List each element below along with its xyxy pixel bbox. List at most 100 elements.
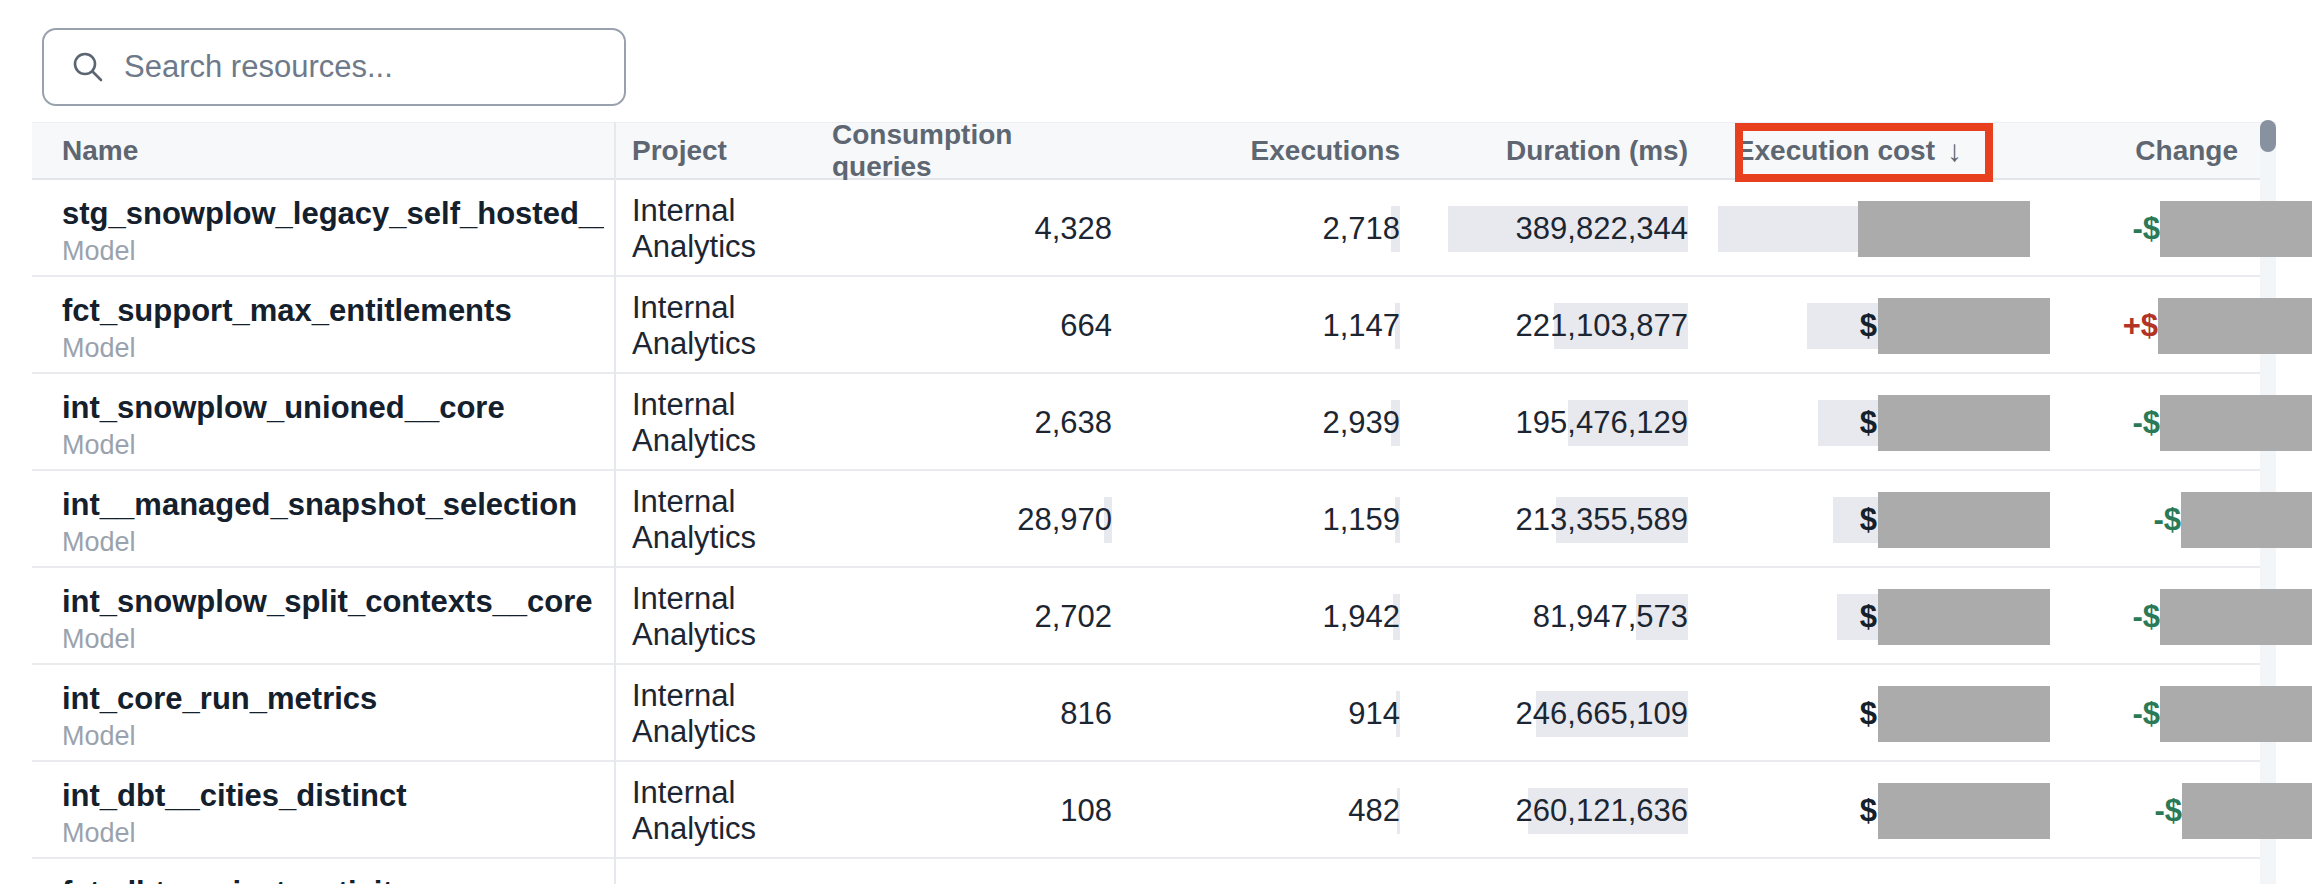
table-row[interactable]: fct_support_max_entitlements Model Inter… [32, 277, 2312, 374]
table-row[interactable]: int__managed_snapshot_selection Model In… [32, 471, 2312, 568]
executions-cell: 1,147 [1120, 277, 1408, 374]
duration-cell: 246,665,109 [1408, 665, 1696, 762]
table-row[interactable]: int_snowplow_split_contexts__core Model … [32, 568, 2312, 665]
execution-cost-cell: $ [1696, 568, 1984, 665]
project-cell: Internal Analytics [614, 471, 832, 568]
duration-cell: 81,947,573 [1408, 568, 1696, 665]
redacted-cost-value [1878, 686, 2050, 742]
execution-cost-cell: $ [1696, 665, 1984, 762]
column-header-name[interactable]: Name [32, 123, 614, 178]
project-cell: Internal Analytics [614, 374, 832, 471]
change-sign: -$ [2132, 599, 2160, 635]
table-header-row: Name Project Consumption queries Executi… [32, 122, 2260, 180]
cost-currency-prefix: $ [1860, 599, 1877, 635]
execution-cost-cell [1696, 859, 1984, 884]
executions-cell: 2,939 [1120, 374, 1408, 471]
search-icon [70, 49, 106, 85]
column-header-execution-cost[interactable]: Execution cost ↓ [1696, 123, 1984, 178]
column-divider [614, 122, 616, 884]
executions-cell: 914 [1120, 665, 1408, 762]
change-sign: +$ [2123, 308, 2158, 344]
cost-currency-prefix: $ [1860, 696, 1877, 732]
resource-name[interactable]: stg_snowplow_legacy_self_hosted__cor... [62, 196, 604, 232]
execution-cost-cell: $ [1696, 277, 1984, 374]
resource-type: Model [62, 333, 604, 363]
resource-name[interactable]: int_snowplow_split_contexts__core [62, 584, 604, 620]
column-header-executions[interactable]: Executions [1120, 123, 1408, 178]
resource-name[interactable]: int__managed_snapshot_selection [62, 487, 604, 523]
execution-cost-cell: $ [1696, 180, 1984, 277]
column-header-consumption[interactable]: Consumption queries [832, 123, 1120, 178]
table-row[interactable]: int_snowplow_unioned__core Model Interna… [32, 374, 2312, 471]
cost-currency-prefix: $ [1860, 502, 1877, 538]
project-cell: Internal Analytics [614, 180, 832, 277]
column-header-project[interactable]: Project [614, 123, 832, 178]
resource-name[interactable]: int_core_run_metrics [62, 681, 604, 717]
redacted-change-value [2160, 201, 2312, 257]
duration-cell: 389,822,344 [1408, 180, 1696, 277]
executions-cell [1120, 859, 1408, 884]
duration-cell: 213,355,589 [1408, 471, 1696, 568]
project-cell: Internal Analytics [614, 762, 832, 859]
resources-table: Name Project Consumption queries Executi… [32, 122, 2312, 884]
search-box[interactable] [42, 28, 626, 106]
resource-name[interactable]: fct_support_max_entitlements [62, 293, 604, 329]
consumption-cell: 816 [832, 665, 1120, 762]
resource-type: Model [62, 721, 604, 751]
executions-cell: 1,942 [1120, 568, 1408, 665]
executions-cell: 2,718 [1120, 180, 1408, 277]
resource-name[interactable]: int_dbt__cities_distinct [62, 778, 604, 814]
table-row[interactable]: fct_dbt_project_activity Model [32, 859, 2312, 884]
redacted-cost-value [1878, 298, 2050, 354]
scrollbar-thumb[interactable] [2260, 120, 2276, 152]
redacted-change-value [2158, 298, 2312, 354]
search-input[interactable] [124, 49, 624, 85]
sort-desc-icon: ↓ [1947, 134, 1962, 168]
resource-type: Model [62, 624, 604, 654]
project-cell: Internal Analytics [614, 277, 832, 374]
table-row[interactable]: stg_snowplow_legacy_self_hosted__cor... … [32, 180, 2312, 277]
redacted-change-value [2181, 492, 2312, 548]
redacted-cost-value [1878, 395, 2050, 451]
change-sign: -$ [2132, 696, 2160, 732]
table-row[interactable]: int_core_run_metrics Model Internal Anal… [32, 665, 2312, 762]
project-cell: Internal Analytics [614, 568, 832, 665]
redacted-change-value [2160, 395, 2312, 451]
cost-currency-prefix: $ [1860, 308, 1877, 344]
column-header-duration[interactable]: Duration (ms) [1408, 123, 1696, 178]
resource-name[interactable]: int_snowplow_unioned__core [62, 390, 604, 426]
resource-type: Model [62, 430, 604, 460]
resource-name[interactable]: fct_dbt_project_activity [62, 875, 604, 884]
executions-cell: 482 [1120, 762, 1408, 859]
change-sign: -$ [2154, 793, 2182, 829]
column-header-change[interactable]: Change [1984, 123, 2260, 178]
execution-cost-cell: $ [1696, 471, 1984, 568]
cost-currency-prefix: $ [1860, 793, 1877, 829]
consumption-cell: 4,328 [832, 180, 1120, 277]
redacted-cost-value [1878, 783, 2050, 839]
duration-cell: 195,476,129 [1408, 374, 1696, 471]
duration-cell [1408, 859, 1696, 884]
redacted-change-value [2160, 589, 2312, 645]
redacted-change-value [2160, 686, 2312, 742]
change-sign: -$ [2153, 502, 2181, 538]
cost-bar [1718, 206, 1880, 252]
duration-cell: 221,103,877 [1408, 277, 1696, 374]
change-sign: -$ [2132, 211, 2160, 247]
execution-cost-label: Execution cost [1736, 135, 1935, 167]
project-cell [614, 859, 832, 884]
consumption-cell: 2,702 [832, 568, 1120, 665]
project-cell: Internal Analytics [614, 665, 832, 762]
consumption-cell: 2,638 [832, 374, 1120, 471]
duration-cell: 260,121,636 [1408, 762, 1696, 859]
redacted-change-value [2182, 783, 2312, 839]
execution-cost-cell: $ [1696, 762, 1984, 859]
resource-type: Model [62, 236, 604, 266]
consumption-cell [832, 859, 1120, 884]
consumption-cell: 28,970 [832, 471, 1120, 568]
table-row[interactable]: int_dbt__cities_distinct Model Internal … [32, 762, 2312, 859]
executions-cell: 1,159 [1120, 471, 1408, 568]
consumption-cell: 664 [832, 277, 1120, 374]
change-sign: -$ [2132, 405, 2160, 441]
redacted-cost-value [1878, 492, 2050, 548]
